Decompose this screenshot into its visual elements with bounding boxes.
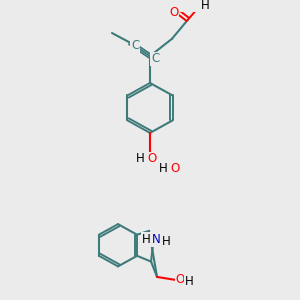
Text: H: H [201, 0, 209, 12]
Text: H: H [136, 152, 144, 165]
Text: O: O [170, 162, 180, 175]
Text: O: O [176, 273, 185, 286]
Text: H: H [142, 233, 150, 246]
Text: H: H [159, 162, 167, 175]
Text: C: C [131, 39, 139, 52]
Text: H: H [162, 235, 170, 248]
Text: N: N [152, 233, 161, 246]
Text: H: H [185, 275, 194, 288]
Text: O: O [147, 152, 157, 165]
Text: C: C [151, 52, 159, 65]
Text: O: O [169, 6, 178, 20]
